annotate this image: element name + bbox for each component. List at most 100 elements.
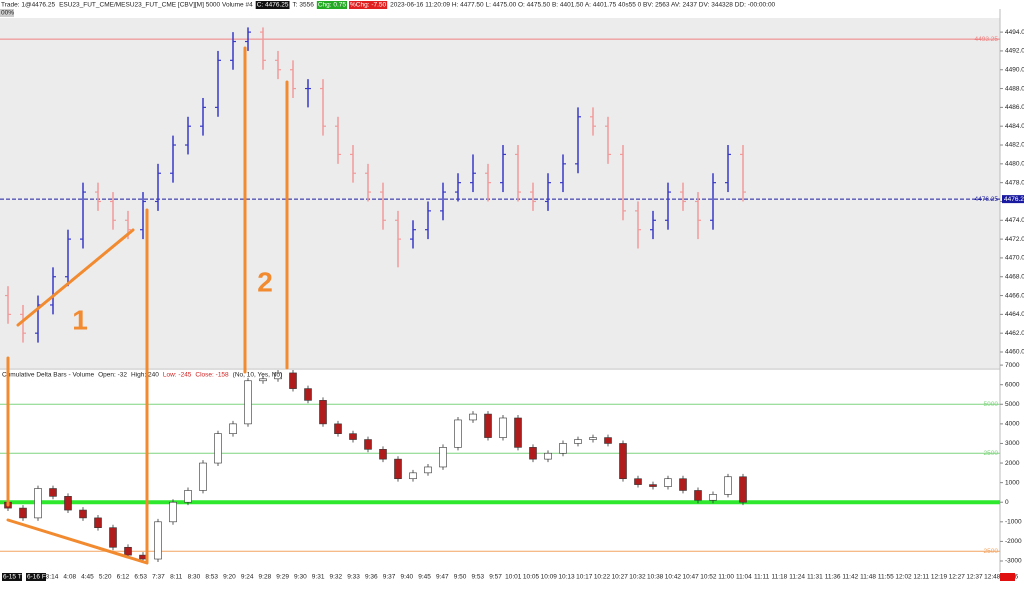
y-tick-label: 0: [1005, 499, 1009, 506]
candle-body: [169, 501, 177, 523]
header-sub: 00%: [1, 10, 14, 17]
x-tick-label: 10:42: [665, 574, 682, 581]
y-tick-label: 4482.00: [1005, 142, 1024, 149]
header-item: ESU23_FUT_CME/MESU23_FUT_CME [CBV][M] 50…: [59, 2, 253, 9]
candle-body: [334, 423, 342, 434]
x-tick-label: 12:19: [931, 574, 948, 581]
x-tick-label: 12:48: [984, 574, 1001, 581]
y-tick-label: 4490.00: [1005, 66, 1024, 73]
candle-body: [604, 437, 612, 444]
y-tick-label: 4470.00: [1005, 255, 1024, 262]
y-tick-label: 4468.00: [1005, 273, 1024, 280]
y-tick-label: 3000: [1005, 440, 1020, 447]
y-tick-label: 4462.00: [1005, 330, 1024, 337]
x-tick-label: 9:45: [418, 574, 431, 581]
price-panel: [0, 18, 1000, 368]
x-tick-label: 9:31: [312, 574, 325, 581]
x-tick-label: 4:45: [81, 574, 94, 581]
candle-body: [259, 378, 267, 382]
y-tick-label: 4488.00: [1005, 85, 1024, 92]
annotation-label: 1: [72, 304, 88, 335]
x-tick-label: 9:36: [365, 574, 378, 581]
y-tick-label: 4472.00: [1005, 236, 1024, 243]
candle-body: [529, 447, 537, 460]
x-tick-label: 10:52: [700, 574, 717, 581]
reference-label: 5000: [984, 401, 999, 408]
header-highlight: [316, 1, 348, 9]
y-tick-label: 4494.00: [1005, 29, 1024, 36]
y-tick-label: -1000: [1005, 519, 1022, 526]
candle-body: [484, 413, 492, 438]
candle-body: [694, 490, 702, 501]
plot: 4460.00 4462.00 4464.00 4466.00 4468.00 4470.…: [0, 27, 1024, 581]
study-title: Cumulative Delta Bars - Volume: [2, 372, 95, 379]
header-bar: [0, 0, 1024, 9]
trend-line: [6, 518, 149, 565]
y-tick-label: 5000: [1005, 401, 1020, 408]
candle-body: [94, 517, 102, 528]
candle-body: [304, 388, 312, 401]
y-tick-label: 4492.00: [1005, 48, 1024, 55]
reference-label: 4476.25: [975, 196, 999, 203]
y-tick-label: 4474.00: [1005, 217, 1024, 224]
x-tick-label: 9:40: [400, 574, 413, 581]
candle-body: [409, 472, 417, 480]
header-item: Trade: 1@4476.25: [1, 2, 55, 9]
session-label: 6-15 Th: [3, 574, 26, 581]
reference-label: 4493.25: [975, 36, 999, 43]
x-tick-label: 9:47: [436, 574, 449, 581]
x-tick-label: 10:17: [576, 574, 593, 581]
x-tick-label: 6:12: [117, 574, 130, 581]
candle-body: [649, 484, 657, 487]
candle-body: [139, 554, 147, 560]
x-tick-label: 9:28: [259, 574, 272, 581]
trend-line: [16, 228, 135, 327]
candle-body: [664, 478, 672, 487]
annotation-label: 2: [257, 266, 273, 297]
reference-label: 2500: [984, 450, 999, 457]
candle-body: [394, 458, 402, 480]
y-tick-label: 4466.00: [1005, 292, 1024, 299]
y-tick-label: 1000: [1005, 479, 1020, 486]
price-marker: [1002, 195, 1024, 204]
reference-label: -2500: [981, 548, 998, 555]
candle-body: [619, 443, 627, 480]
candle-body: [379, 449, 387, 460]
candle-body: [79, 509, 87, 519]
candle-body: [724, 476, 732, 495]
status-box: [1000, 573, 1015, 581]
x-tick-label: 9:32: [330, 574, 343, 581]
x-tick-label: 9:33: [347, 574, 360, 581]
header-item: Chg: 0.75: [318, 2, 347, 9]
candle-body: [349, 433, 357, 440]
x-tick-label: 10:22: [594, 574, 611, 581]
annotation-lines: [6, 46, 289, 565]
candle-body: [589, 437, 597, 440]
x-tick-label: 5:20: [99, 574, 112, 581]
y-tick-label: 6000: [1005, 381, 1020, 388]
x-tick-label: 10:05: [523, 574, 540, 581]
x-tick-label: 3:14: [46, 574, 59, 581]
x-tick-label: 12:27: [949, 574, 966, 581]
candle-body: [454, 419, 462, 448]
candle-body: [274, 372, 282, 380]
x-tick-label: 10:27: [612, 574, 629, 581]
candle-body: [319, 400, 327, 425]
x-tick-label: 12:37: [966, 574, 983, 581]
candle-body: [634, 478, 642, 485]
header-highlight: [255, 1, 290, 9]
x-tick-label: 7:37: [152, 574, 165, 581]
header-item: 2023-06-16 11:20:09 H: 4477.50 L: 4475.0…: [390, 2, 775, 9]
study-stat: Close: -158: [195, 372, 229, 379]
x-tick-label: 11:42: [842, 574, 858, 581]
candle-body: [679, 478, 687, 491]
x-tick-label: 11:24: [789, 574, 805, 581]
x-tick-label: 10:13: [558, 574, 575, 581]
x-tick-label: 9:37: [383, 574, 396, 581]
x-tick-label: 8:11: [170, 574, 183, 581]
y-tick-label: 4486.00: [1005, 104, 1024, 111]
sub-box: [0, 9, 14, 17]
candle-body: [109, 527, 117, 548]
x-tick-label: 9:24: [241, 574, 254, 581]
